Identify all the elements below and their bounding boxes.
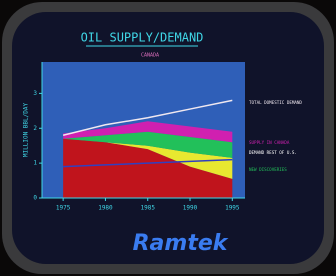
y-tick-label: 2 — [33, 125, 37, 132]
y-axis-label: MILLION BBL/DAY — [23, 103, 30, 158]
monitor-photo: OIL SUPPLY/DEMAND CANADA MILLION BBL/DAY… — [0, 0, 336, 276]
y-tick-label: 3 — [33, 90, 37, 97]
y-tick-label: 1 — [33, 160, 37, 167]
legend-entry: NEW DISCOVERIES — [249, 167, 287, 172]
chart-title: OIL SUPPLY/DEMAND — [81, 31, 204, 45]
x-tick-label: 1990 — [183, 205, 198, 212]
y-tick-label: 0 — [33, 195, 37, 202]
x-tick-label: 1985 — [141, 205, 156, 212]
chart-subtitle: CANADA — [141, 53, 159, 59]
x-tick-label: 1975 — [56, 205, 71, 212]
legend-entry: TOTAL DOMESTIC DEMAND — [249, 100, 302, 105]
legend-entry: DEMAND REST OF U.S. — [249, 150, 297, 155]
brand-logo: Ramtek — [133, 231, 229, 256]
x-tick-label: 1980 — [98, 205, 113, 212]
x-tick-label: 1995 — [225, 205, 240, 212]
legend-entry: SUPPLY IN CANADA — [249, 140, 290, 145]
